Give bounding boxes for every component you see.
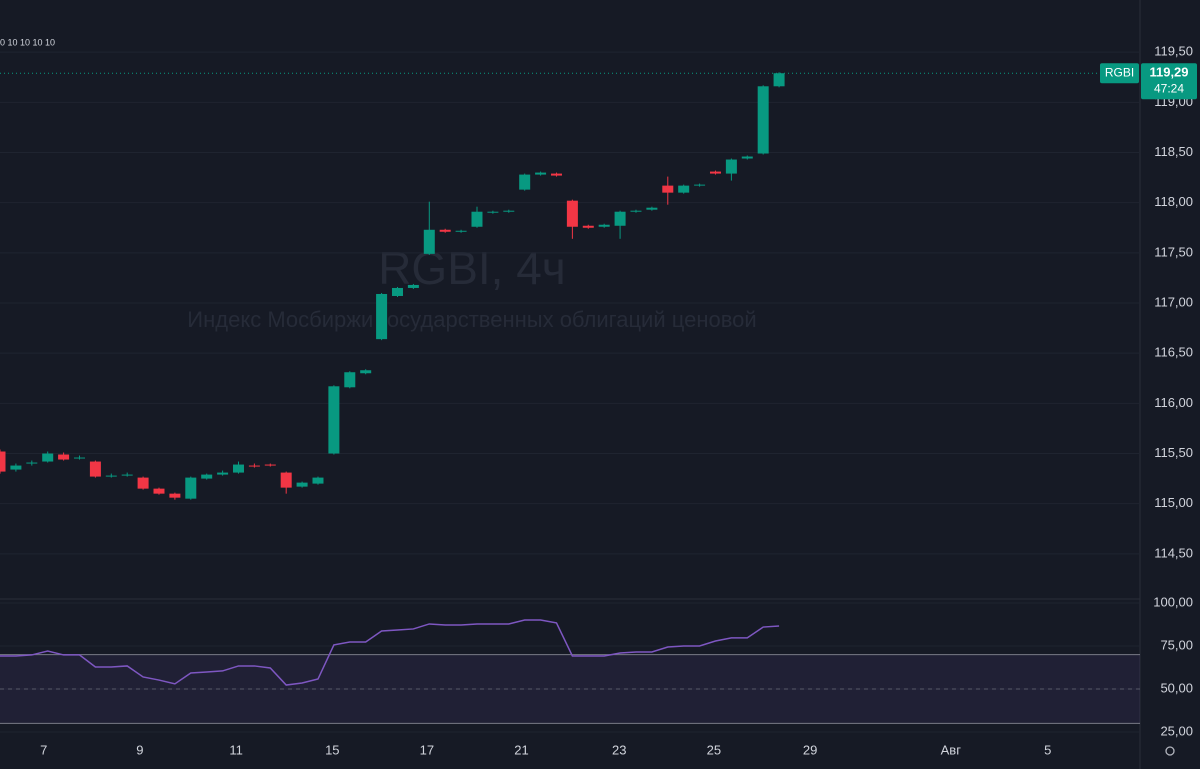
- candle-body: [630, 210, 642, 212]
- candle-body: [137, 477, 149, 489]
- candle-body: [407, 284, 419, 288]
- candle-body: [201, 474, 213, 479]
- candle-body: [678, 185, 690, 193]
- candle-body: [121, 474, 133, 476]
- candle-body: [646, 207, 658, 210]
- symbol-badge: [1100, 63, 1139, 84]
- candle-body: [89, 461, 101, 477]
- y-tick-label: 115,00: [1154, 495, 1193, 510]
- candle-body: [10, 465, 22, 470]
- candle-body: [439, 229, 451, 232]
- candle-body: [598, 224, 610, 227]
- y-tick-label: 119,50: [1154, 44, 1193, 59]
- candle-body: [248, 465, 260, 467]
- candle-body: [42, 453, 54, 462]
- x-tick-label: 21: [514, 742, 528, 757]
- candle-body: [391, 287, 403, 296]
- candle-body: [312, 477, 324, 484]
- settings-icon[interactable]: [1165, 746, 1175, 756]
- candle-body: [773, 73, 785, 87]
- candle-body: [217, 472, 229, 475]
- candle-body: [0, 451, 6, 472]
- y-tick-label: 116,50: [1154, 345, 1193, 360]
- candle-body: [344, 372, 356, 388]
- y-tick-label: 100,00: [1153, 594, 1193, 609]
- legend-fragment: 0 10 10 10 10: [0, 37, 55, 47]
- candle-body: [105, 475, 117, 477]
- y-tick-label: 117,00: [1154, 294, 1193, 309]
- y-tick-label: 25,00: [1160, 723, 1193, 738]
- candle-body: [487, 211, 499, 213]
- candle-body: [26, 462, 38, 464]
- watermark: RGBI, 4ч: [378, 242, 566, 294]
- candle-body: [725, 159, 737, 174]
- candle-body: [153, 488, 165, 494]
- candle-body: [614, 211, 626, 226]
- candle-body: [455, 230, 467, 232]
- candle-body: [169, 493, 181, 498]
- candle-body: [519, 174, 531, 190]
- x-tick-label: Авг: [941, 742, 962, 757]
- x-tick-label: 17: [420, 742, 434, 757]
- candle-body: [550, 173, 562, 176]
- rsi-line: [0, 619, 780, 686]
- candle-body: [471, 211, 483, 227]
- candle-body: [694, 184, 706, 186]
- y-tick-label: 75,00: [1160, 637, 1193, 652]
- candle-body: [280, 472, 292, 488]
- candle-body: [535, 172, 547, 175]
- x-tick-label: 9: [136, 742, 143, 757]
- symbol-label: RGBI: [1105, 65, 1134, 79]
- candle-body: [264, 464, 276, 466]
- price-badge: [1141, 63, 1197, 100]
- x-tick-label: 15: [325, 742, 339, 757]
- candle-body: [662, 185, 674, 193]
- y-tick-label: 50,00: [1160, 680, 1193, 695]
- candle-body: [566, 200, 578, 227]
- x-tick-label: 5: [1044, 742, 1051, 757]
- candle-body: [376, 293, 388, 340]
- candle-body: [582, 225, 594, 228]
- countdown: 47:24: [1154, 81, 1184, 95]
- price-badge-label: 119,29: [1149, 65, 1188, 80]
- candle-body: [296, 482, 308, 487]
- candle-body: [503, 210, 515, 212]
- x-tick-label: 11: [229, 742, 243, 757]
- candle-body: [232, 464, 244, 473]
- y-tick-label: 118,50: [1154, 144, 1193, 159]
- candle-body: [423, 229, 435, 254]
- x-tick-label: 7: [40, 742, 47, 757]
- candle-body: [709, 171, 721, 174]
- watermark-subtitle: Индекс Мосбиржи государственных облигаци…: [187, 307, 756, 332]
- candle-body: [360, 370, 372, 374]
- candle-body: [185, 477, 197, 499]
- y-tick-label: 114,50: [1154, 545, 1193, 560]
- x-tick-label: 29: [803, 742, 817, 757]
- candle-body: [757, 86, 769, 154]
- candle-body: [58, 454, 70, 460]
- candle-body: [741, 156, 753, 159]
- x-tick-label: 25: [707, 742, 721, 757]
- candle-body: [73, 457, 85, 459]
- y-tick-label: 118,00: [1154, 194, 1193, 209]
- candle-body: [328, 386, 340, 454]
- y-tick-label: 117,50: [1154, 244, 1193, 259]
- x-tick-label: 23: [612, 742, 626, 757]
- y-tick-label: 115,50: [1154, 445, 1193, 460]
- y-tick-label: 116,00: [1154, 395, 1193, 410]
